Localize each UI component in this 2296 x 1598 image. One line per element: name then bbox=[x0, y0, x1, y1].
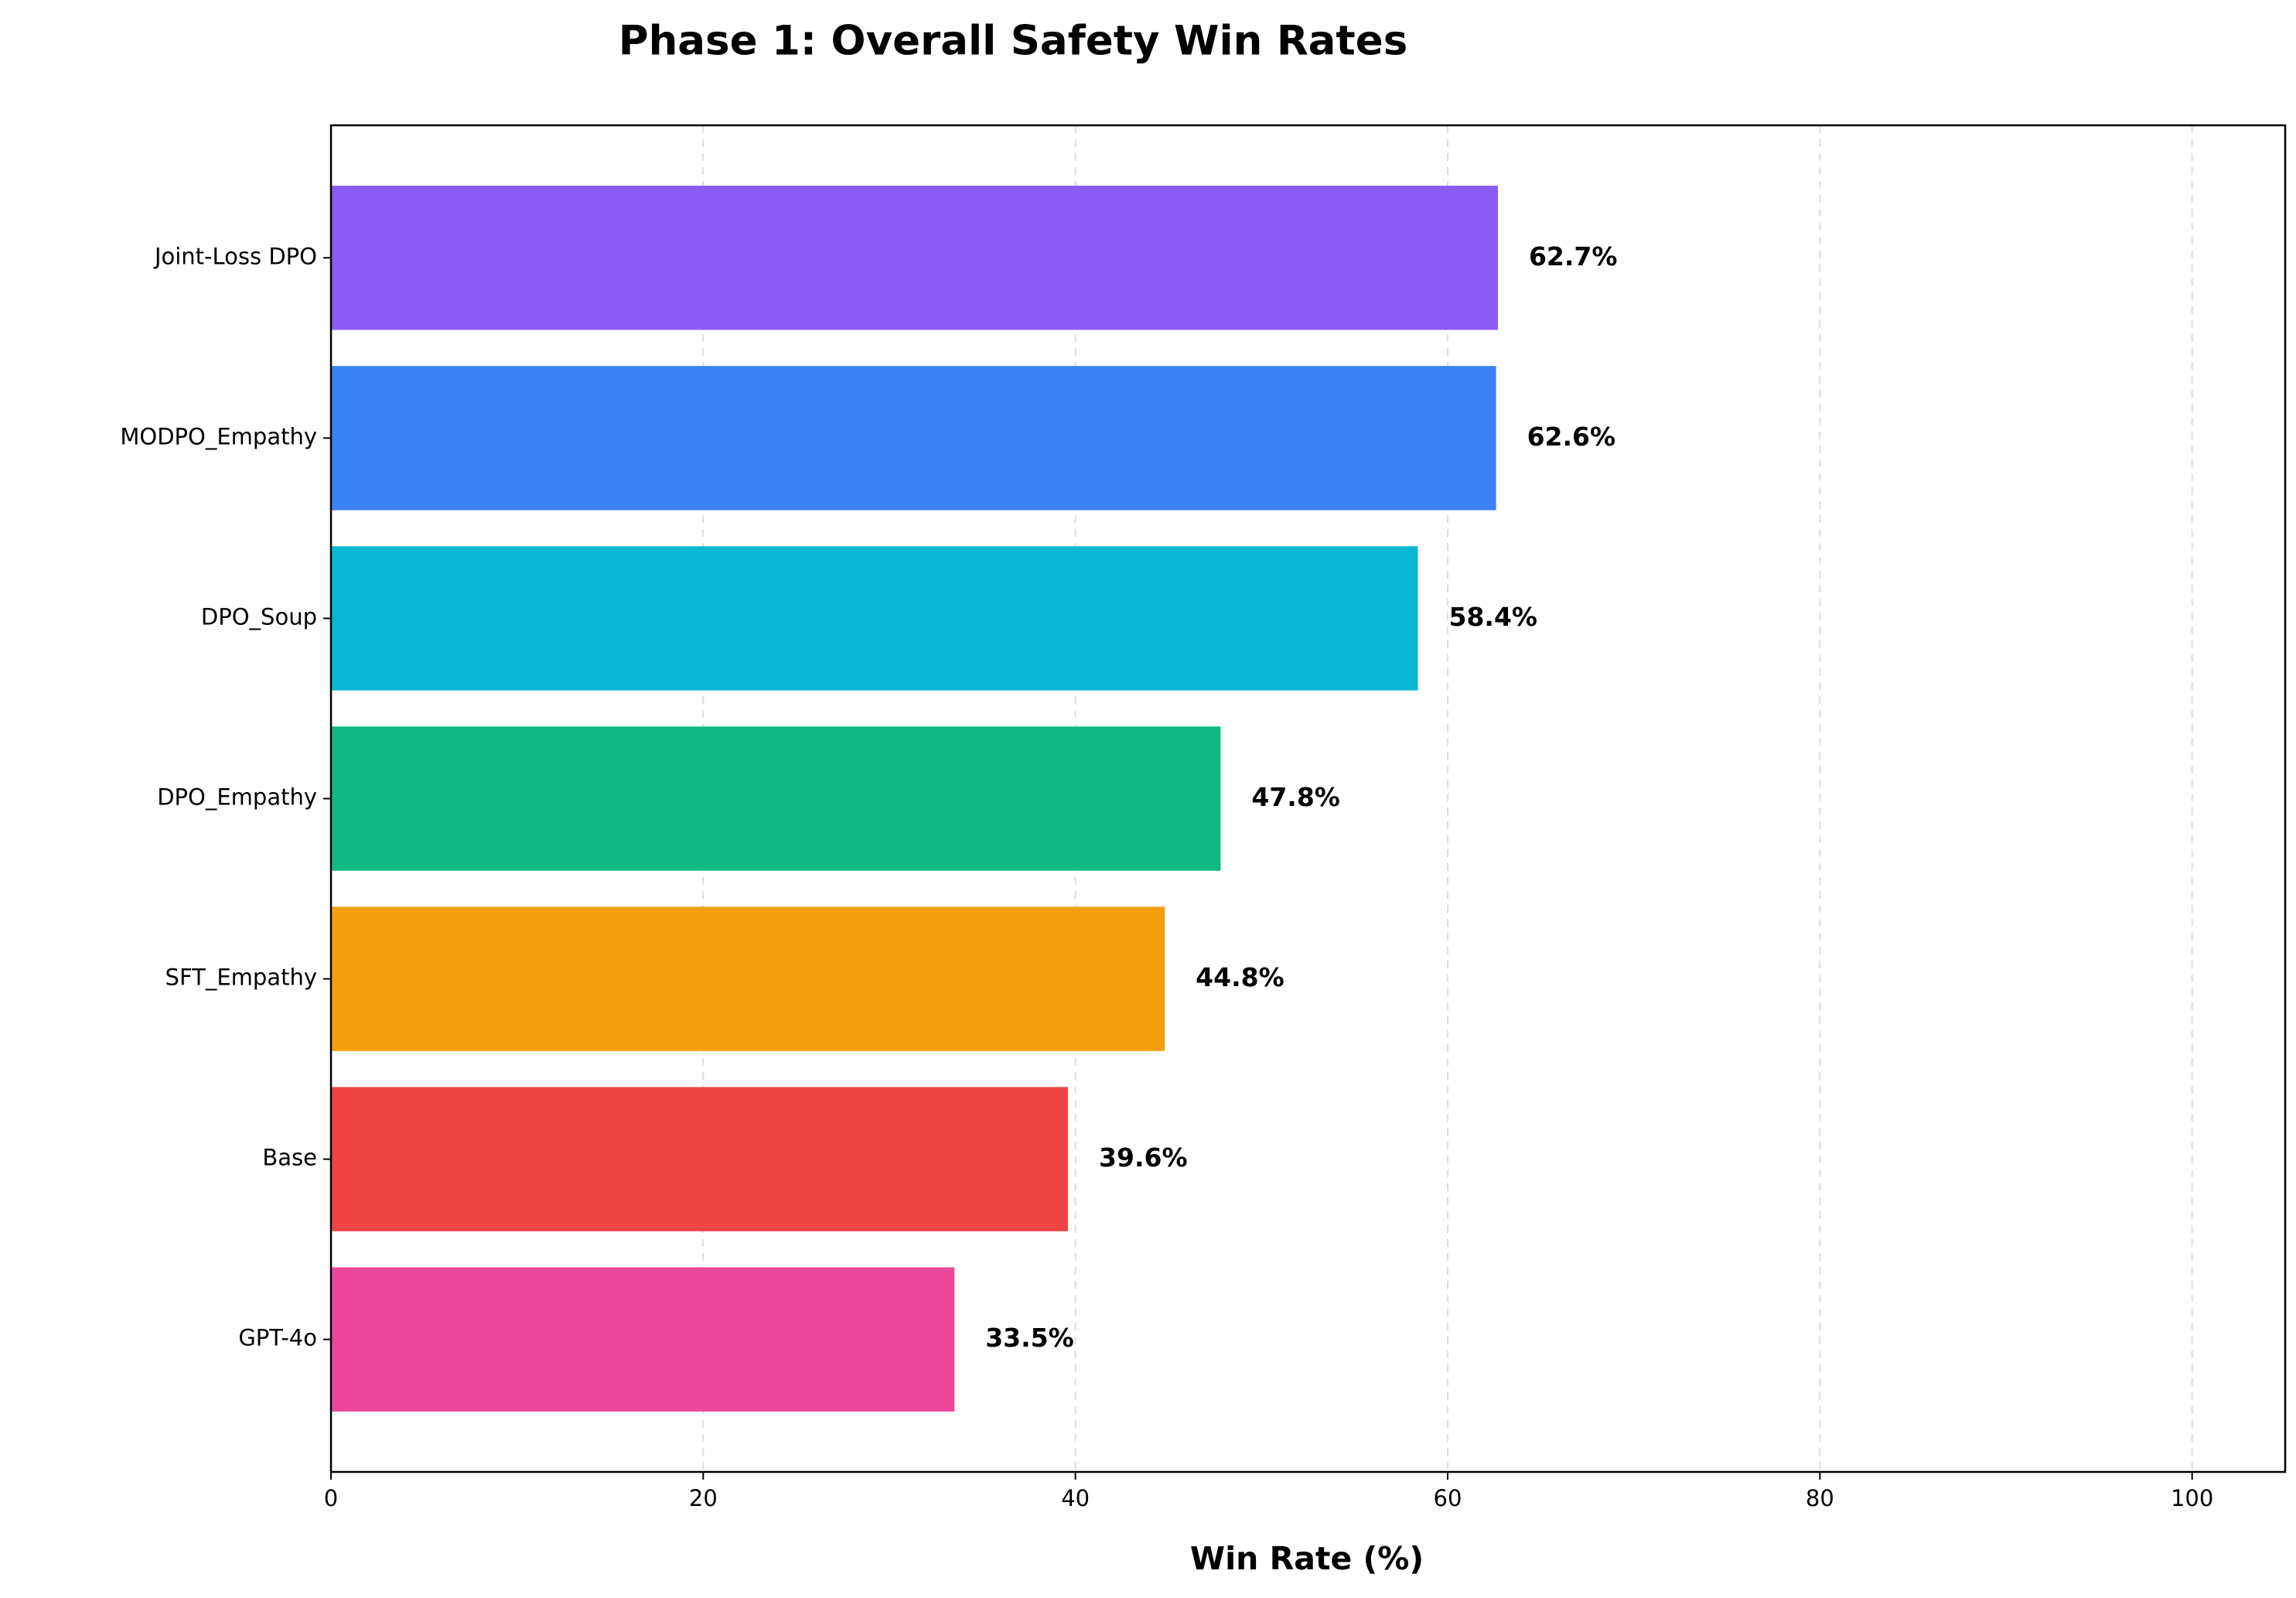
bar bbox=[331, 1087, 1069, 1231]
y-tick-label: MODPO_Empathy bbox=[120, 423, 317, 449]
value-label: 44.8% bbox=[1196, 962, 1284, 992]
y-tick-label: SFT_Empathy bbox=[165, 965, 317, 991]
bar bbox=[331, 366, 1496, 510]
value-label: 47.8% bbox=[1251, 782, 1340, 812]
x-tick-label: 0 bbox=[324, 1485, 338, 1511]
y-tick-label: DPO_Soup bbox=[201, 603, 317, 630]
plot-frame bbox=[329, 124, 2287, 1473]
bar bbox=[331, 186, 1498, 330]
value-label: 39.6% bbox=[1099, 1142, 1188, 1173]
x-tick-label: 40 bbox=[1061, 1485, 1090, 1511]
x-tick-label: 20 bbox=[689, 1485, 718, 1511]
y-tick-label: Joint-Loss DPO bbox=[153, 243, 317, 269]
x-tick-label: 100 bbox=[2171, 1485, 2213, 1511]
bar bbox=[331, 726, 1221, 871]
bar bbox=[331, 546, 1418, 691]
value-label: 62.6% bbox=[1527, 422, 1615, 452]
y-tick-label: Base bbox=[262, 1145, 317, 1171]
y-tick-label: GPT-4o bbox=[238, 1325, 317, 1351]
chart-title: Phase 1: Overall Safety Win Rates bbox=[619, 18, 1408, 65]
bar bbox=[331, 907, 1165, 1051]
x-axis-label: Win Rate (%) bbox=[1190, 1540, 1424, 1577]
y-tick-label: DPO_Empathy bbox=[157, 784, 317, 811]
x-tick-label: 80 bbox=[1806, 1485, 1834, 1511]
bar bbox=[331, 1267, 955, 1412]
x-tick-label: 60 bbox=[1434, 1485, 1462, 1511]
value-label: 33.5% bbox=[985, 1323, 1074, 1353]
value-label: 58.4% bbox=[1448, 602, 1537, 632]
value-label: 62.7% bbox=[1529, 241, 1618, 271]
